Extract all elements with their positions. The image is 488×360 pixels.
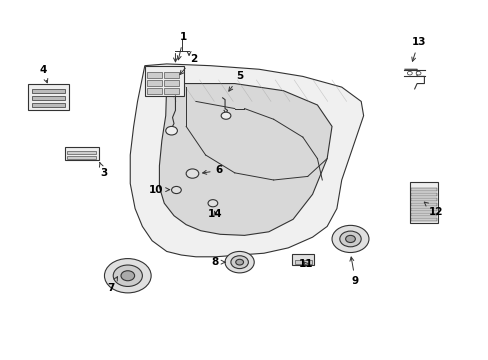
Text: 9: 9 xyxy=(349,257,358,286)
Text: 12: 12 xyxy=(424,202,443,217)
Bar xyxy=(410,217,436,221)
Bar xyxy=(410,198,436,201)
Bar xyxy=(410,203,436,206)
Bar xyxy=(294,260,311,264)
Circle shape xyxy=(113,265,142,287)
Bar xyxy=(164,88,179,94)
Circle shape xyxy=(345,235,355,243)
Circle shape xyxy=(230,256,248,269)
Circle shape xyxy=(121,271,134,281)
PathPatch shape xyxy=(130,64,363,257)
FancyBboxPatch shape xyxy=(144,66,183,96)
Circle shape xyxy=(207,200,217,207)
Circle shape xyxy=(407,71,411,75)
Bar xyxy=(147,88,162,94)
Bar xyxy=(67,156,96,158)
Bar xyxy=(410,188,436,191)
Circle shape xyxy=(415,71,420,75)
Circle shape xyxy=(171,186,181,194)
Bar xyxy=(164,72,179,78)
Bar xyxy=(67,152,96,154)
Bar xyxy=(32,89,65,93)
Circle shape xyxy=(104,258,151,293)
Bar xyxy=(164,80,179,86)
Text: 6: 6 xyxy=(202,165,223,175)
Circle shape xyxy=(186,169,199,178)
FancyBboxPatch shape xyxy=(28,84,69,111)
Text: 2: 2 xyxy=(180,54,197,75)
FancyBboxPatch shape xyxy=(409,182,437,223)
Bar xyxy=(410,207,436,211)
Bar xyxy=(32,96,65,100)
Text: 1: 1 xyxy=(177,32,187,60)
Text: 10: 10 xyxy=(148,185,169,195)
Bar xyxy=(32,103,65,108)
Bar xyxy=(410,193,436,196)
Circle shape xyxy=(331,225,368,252)
FancyBboxPatch shape xyxy=(291,253,313,265)
PathPatch shape xyxy=(159,84,331,235)
Text: 7: 7 xyxy=(107,277,117,293)
Text: 8: 8 xyxy=(211,257,224,267)
Circle shape xyxy=(235,259,243,265)
Circle shape xyxy=(339,231,361,247)
Text: 13: 13 xyxy=(410,37,425,61)
Text: 11: 11 xyxy=(298,259,313,269)
Text: 5: 5 xyxy=(228,71,243,91)
Text: 3: 3 xyxy=(99,162,107,178)
Text: 4: 4 xyxy=(39,65,48,83)
FancyBboxPatch shape xyxy=(64,147,99,160)
Circle shape xyxy=(224,251,254,273)
Bar xyxy=(410,212,436,216)
Circle shape xyxy=(165,126,177,135)
Bar xyxy=(147,72,162,78)
Circle shape xyxy=(221,112,230,119)
Text: 14: 14 xyxy=(207,209,222,219)
Bar xyxy=(147,80,162,86)
